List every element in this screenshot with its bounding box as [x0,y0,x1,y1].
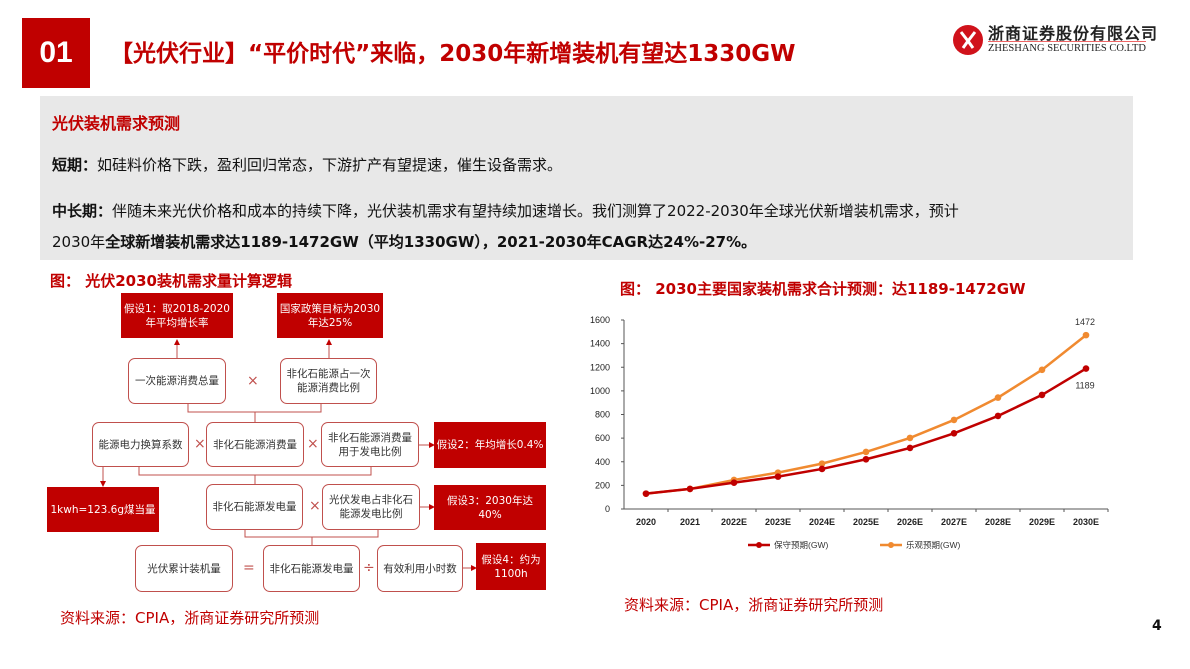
pv-cumulative-capacity: 光伏累计装机量 [135,545,233,592]
legend-label: 保守预期(GW) [774,540,828,550]
nonfossil-consumption: 非化石能源消费量 [206,422,304,467]
data-point [1082,331,1090,339]
zheshang-logo-icon [953,25,983,55]
data-point [950,429,958,437]
times-operator: × [247,373,259,389]
long-term-text: 中长期：伴随未来光伏价格和成本的持续下降，光伏装机需求有望持续加速增长。我们测算… [52,200,959,221]
data-point [1038,366,1046,374]
data-point [994,394,1002,401]
policy-target: 国家政策目标为2030年达25% [277,293,383,338]
conversion-factor: 能源电力换算系数 [92,422,189,467]
y-tick-label: 200 [595,480,610,490]
long-body-2b: 全球新增装机需求达1189-1472GW（平均1330GW），2021-2030… [105,233,757,251]
coal-equivalent: 1kwh=123.6g煤当量 [47,487,159,532]
data-point [774,473,782,480]
diagram-source: 资料来源：CPIA，浙商证券研究所预测 [60,609,320,627]
summary-heading: 光伏装机需求预测 [52,114,181,133]
data-point [862,455,870,463]
data-point [862,448,870,456]
x-tick-label: 2029E [1029,517,1055,527]
x-tick-label: 2021 [680,517,700,527]
y-tick-label: 600 [595,433,610,443]
equals-operator: = [243,560,255,576]
y-tick-label: 1200 [590,362,610,372]
x-tick-label: 2026E [897,517,923,527]
nonfossil-generation: 非化石能源发电量 [206,484,303,530]
chart-title: 图： 2030主要国家装机需求合计预测：达1189-1472GW [620,280,1026,298]
y-tick-label: 400 [595,457,610,467]
data-point [906,434,914,442]
demand-line-chart: 0 200 400 600 800 1000 1200 1400 1600 2020 2021 202… [590,315,1109,550]
short-label: 短期： [52,156,98,174]
nonfossil-generation-2: 非化石能源发电量 [263,545,360,592]
long-label: 中长期： [52,202,113,220]
nonfossil-share: 非化石能源占一次能源消费比例 [280,358,377,404]
x-tick-label: 2020 [636,517,656,527]
series-line-0 [645,367,1087,495]
x-tick-label: 2030E [1073,517,1099,527]
times-operator: × [309,498,321,514]
short-term-text: 短期：如硅料价格下跌，盈利回归常态，下游扩产有望提速，催生设备需求。 [52,154,562,175]
logo-en: ZHESHANG SECURITIES CO.LTD [988,41,1146,54]
pv-generation-share: 光伏发电占非化石能源发电比例 [322,484,420,530]
data-point [642,490,650,497]
y-tick-label: 1400 [590,339,610,349]
legend-label: 乐观预期(GW) [906,540,960,550]
page-title: 【光伏行业】“平价时代”来临，2030年新增装机有望达1330GW [110,41,796,67]
short-body: 如硅料价格下跌，盈利回归常态，下游扩产有望提速，催生设备需求。 [97,156,563,174]
x-tick-label: 2024E [809,517,835,527]
y-tick-label: 1600 [590,315,610,325]
x-tick-label: 2023E [765,517,791,527]
effective-hours: 有效利用小时数 [377,545,463,592]
assumption-1: 假设1：取2018-2020年平均增长率 [121,293,233,338]
section-number: 01 [22,18,90,88]
data-point [950,416,958,424]
data-point [686,485,694,493]
data-label-1189: 1189 [1075,381,1094,391]
divide-operator: ÷ [363,560,375,576]
chart-source: 资料来源：CPIA，浙商证券研究所预测 [624,596,884,614]
x-tick-label: 2022E [721,517,747,527]
long-term-text-2: 2030年全球新增装机需求达1189-1472GW（平均1330GW），2021… [52,231,756,252]
legend-marker [756,542,762,548]
data-point [994,412,1002,420]
data-point [1082,365,1090,372]
assumption-2: 假设2：年均增长0.4% [434,422,546,468]
data-point [730,479,738,486]
company-logo: 浙商证券股份有限公司 ZHESHANG SECURITIES CO.LTD [952,20,1162,60]
page-number: 4 [1152,618,1162,634]
summary-panel: 光伏装机需求预测 短期：如硅料价格下跌，盈利回归常态，下游扩产有望提速，催生设备… [40,96,1133,260]
series-line-1 [645,334,1087,495]
primary-energy-total: 一次能源消费总量 [128,358,226,404]
y-tick-label: 0 [605,504,610,514]
x-tick-label: 2028E [985,517,1011,527]
data-point [818,465,826,473]
y-tick-label: 1000 [590,386,610,396]
power-generation-share: 非化石能源消费量用于发电比例 [321,422,419,467]
data-label-1472: 1472 [1075,317,1095,327]
assumption-3: 假设3：2030年达40% [434,485,546,530]
diagram-connectors [100,339,477,571]
long-body-2a: 2030年 [52,233,106,251]
times-operator: × [307,436,319,452]
legend-marker [888,542,894,548]
data-point [906,444,914,452]
x-tick-label: 2027E [941,517,967,527]
long-body: 伴随未来光伏价格和成本的持续下降，光伏装机需求有望持续加速增长。我们测算了202… [112,202,959,220]
diagram-title: 图： 光伏2030装机需求量计算逻辑 [50,272,292,290]
data-point [818,460,826,467]
data-point [1038,391,1046,399]
assumption-4: 假设4：约为1100h [476,543,546,590]
times-operator: × [194,436,206,452]
x-tick-label: 2025E [853,517,879,527]
y-tick-label: 800 [595,410,610,420]
logo-cn: 浙商证券股份有限公司 [988,24,1159,43]
